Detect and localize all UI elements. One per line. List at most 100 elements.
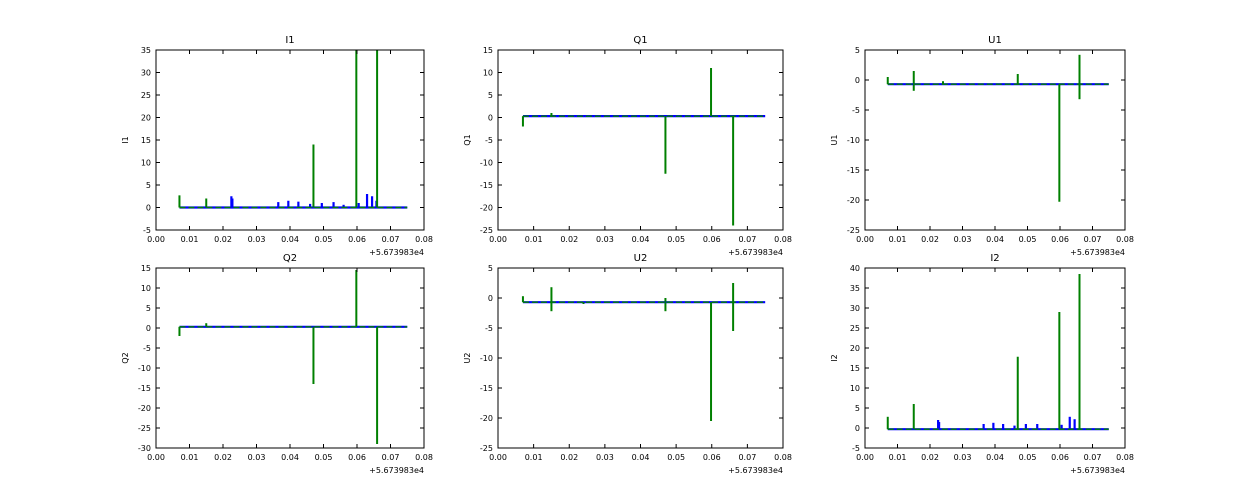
chart-panel-i2: 0.00 0.01 0.02 0.03 0.04 0.05 0.06 0.07 0.08 -5 0 5… <box>830 253 1134 475</box>
series-green <box>886 54 1109 202</box>
x-tick-label: 0.02 <box>214 235 232 244</box>
x-tick-label: 0.04 <box>281 235 299 244</box>
series-green <box>521 283 766 421</box>
y-tick-label: 0 <box>146 324 151 333</box>
y-tick-label: 0 <box>855 424 860 433</box>
x-tick-label: 0.08 <box>774 235 792 244</box>
x-tick-label: 0.03 <box>954 235 972 244</box>
x-tick-label: 0.02 <box>560 235 578 244</box>
chart-panel-u2: 0.00 0.01 0.02 0.03 0.04 0.05 0.06 0.07 0.08 -25 -… <box>463 253 792 475</box>
y-tick-label: -10 <box>847 136 860 145</box>
x-tick-label: 0.04 <box>632 235 650 244</box>
y-tick-label: 35 <box>141 46 151 55</box>
chart-panel-u1: 0.00 0.01 0.02 0.03 0.04 0.05 0.06 0.07 0.08 -25 -… <box>830 35 1134 257</box>
x-tick-label: 0.03 <box>248 453 266 462</box>
y-tick-label: 5 <box>488 264 493 273</box>
x-tick-label: 0.00 <box>147 453 165 462</box>
y-tick-label: 5 <box>855 46 860 55</box>
series-green <box>178 50 408 209</box>
y-tick-label: 10 <box>483 69 493 78</box>
x-tick-label: 0.04 <box>281 453 299 462</box>
x-tick-label: 0.07 <box>382 453 400 462</box>
y-tick-label: -25 <box>847 226 860 235</box>
y-axis-label: Q1 <box>463 134 472 145</box>
x-tick-label: 0.01 <box>889 453 907 462</box>
x-tick-label: 0.00 <box>489 235 507 244</box>
y-tick-label: -30 <box>138 444 151 453</box>
y-tick-label: 30 <box>141 69 151 78</box>
series-green <box>521 68 766 226</box>
y-axis-label: U2 <box>463 353 472 364</box>
x-tick-label: 0.08 <box>1116 235 1134 244</box>
x-tick-label: 0.06 <box>1051 235 1069 244</box>
y-tick-label: -5 <box>485 324 493 333</box>
y-tick-label: -5 <box>485 136 493 145</box>
x-tick-label: 0.05 <box>315 453 333 462</box>
y-tick-label: -15 <box>138 384 151 393</box>
y-axis-label: Q2 <box>121 352 130 363</box>
x-offset-label: +5.673983e4 <box>369 248 424 257</box>
axes-frame <box>497 49 784 231</box>
y-tick-label: 35 <box>850 284 860 293</box>
y-tick-label: -15 <box>847 166 860 175</box>
y-tick-label: -20 <box>847 196 860 205</box>
axes-frame <box>864 49 1126 231</box>
x-tick-label: 0.07 <box>382 235 400 244</box>
x-tick-label: 0.00 <box>147 235 165 244</box>
x-tick-label: 0.00 <box>856 453 874 462</box>
x-offset-label: +5.673983e4 <box>1070 466 1125 475</box>
y-tick-label: 20 <box>141 114 151 123</box>
y-axis-label: U1 <box>830 135 839 146</box>
chart-panel-q1: 0.00 0.01 0.02 0.03 0.04 0.05 0.06 0.07 0.08 -25 -… <box>463 35 792 257</box>
x-tick-label: 0.07 <box>738 235 756 244</box>
y-tick-label: 15 <box>850 364 860 373</box>
axes-frame <box>864 267 1126 449</box>
x-tick-label: 0.03 <box>954 453 972 462</box>
y-tick-label: 5 <box>146 304 151 313</box>
x-tick-label: 0.04 <box>632 453 650 462</box>
x-tick-label: 0.08 <box>1116 453 1134 462</box>
x-tick-label: 0.01 <box>181 235 199 244</box>
chart-title: I2 <box>990 253 999 264</box>
x-tick-label: 0.02 <box>214 453 232 462</box>
x-tick-label: 0.07 <box>1084 453 1102 462</box>
y-tick-label: 10 <box>141 159 151 168</box>
y-tick-label: -15 <box>480 181 493 190</box>
x-tick-label: 0.02 <box>921 235 939 244</box>
chart-title: I1 <box>285 35 294 46</box>
y-tick-label: -15 <box>480 384 493 393</box>
y-tick-label: -5 <box>852 106 860 115</box>
x-tick-label: 0.04 <box>986 453 1004 462</box>
x-tick-label: 0.00 <box>856 235 874 244</box>
x-offset-label: +5.673983e4 <box>369 466 424 475</box>
series-blue <box>179 194 408 209</box>
x-tick-label: 0.08 <box>415 453 433 462</box>
x-tick-label: 0.06 <box>348 453 366 462</box>
y-tick-label: -20 <box>138 404 151 413</box>
y-tick-label: 25 <box>141 91 151 100</box>
y-tick-label: 15 <box>141 136 151 145</box>
chart-title: U1 <box>988 35 1002 46</box>
y-tick-label: 30 <box>850 304 860 313</box>
y-tick-label: 5 <box>146 181 151 190</box>
x-tick-label: 0.05 <box>315 235 333 244</box>
y-tick-label: -5 <box>852 444 860 453</box>
y-axis-label: I1 <box>121 136 130 143</box>
y-tick-label: 20 <box>850 344 860 353</box>
y-tick-label: 15 <box>483 46 493 55</box>
x-tick-label: 0.05 <box>667 235 685 244</box>
chart-title: U2 <box>634 253 648 264</box>
y-tick-label: -10 <box>480 159 493 168</box>
x-tick-label: 0.05 <box>1019 235 1037 244</box>
x-tick-label: 0.06 <box>1051 453 1069 462</box>
y-tick-label: 25 <box>850 324 860 333</box>
chart-panel-i1: 0.00 0.01 0.02 0.03 0.04 0.05 0.06 0.07 0.08 -5 0 5… <box>121 35 433 257</box>
x-tick-label: 0.01 <box>525 235 543 244</box>
axes-frame <box>155 267 425 449</box>
x-tick-label: 0.08 <box>774 453 792 462</box>
x-tick-label: 0.06 <box>703 453 721 462</box>
x-tick-label: 0.07 <box>1084 235 1102 244</box>
y-tick-label: -25 <box>480 226 493 235</box>
x-tick-label: 0.03 <box>596 453 614 462</box>
